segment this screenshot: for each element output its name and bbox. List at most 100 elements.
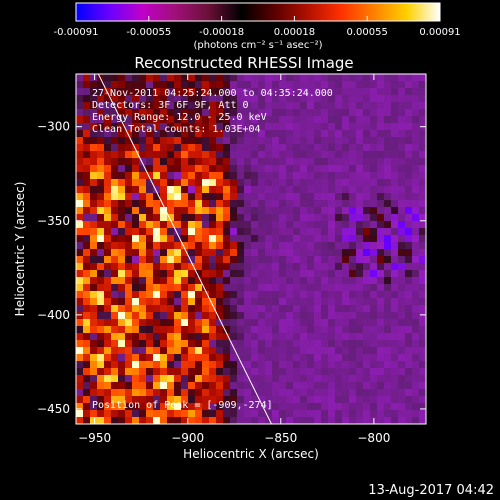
heatmap-cell — [286, 375, 294, 383]
heatmap-cell — [202, 165, 210, 173]
heatmap-cell — [181, 109, 189, 117]
heatmap-cell — [209, 74, 217, 82]
heatmap-cell — [181, 263, 189, 271]
heatmap-cell — [272, 312, 280, 320]
heatmap-cell — [419, 137, 426, 145]
heatmap-cell — [377, 193, 385, 201]
heatmap-cell — [398, 284, 406, 292]
heatmap-cell — [244, 305, 252, 313]
heatmap-cell — [90, 151, 98, 159]
heatmap-cell — [328, 396, 336, 404]
heatmap-cell — [195, 144, 203, 152]
heatmap-cell — [139, 165, 147, 173]
heatmap-cell — [174, 410, 182, 418]
heatmap-cell — [174, 235, 182, 243]
heatmap-cell — [391, 305, 399, 313]
heatmap-cell — [230, 284, 238, 292]
heatmap-cell — [300, 305, 308, 313]
heatmap-cell — [405, 179, 413, 187]
heatmap-cell — [349, 151, 357, 159]
heatmap-cell — [202, 207, 210, 215]
heatmap-cell — [97, 291, 105, 299]
heatmap-cell — [132, 102, 140, 110]
heatmap-cell — [125, 130, 133, 138]
heatmap-cell — [307, 144, 315, 152]
heatmap-cell — [230, 403, 238, 411]
heatmap-cell — [272, 221, 280, 229]
heatmap-cell — [202, 305, 210, 313]
heatmap-cell — [384, 200, 392, 208]
heatmap-cell — [321, 417, 329, 424]
heatmap-cell — [244, 375, 252, 383]
heatmap-cell — [342, 179, 350, 187]
heatmap-cell — [398, 144, 406, 152]
heatmap-cell — [244, 410, 252, 418]
heatmap-cell — [384, 396, 392, 404]
heatmap-cell — [356, 116, 364, 124]
heatmap-cell — [97, 137, 105, 145]
heatmap-cell — [258, 326, 266, 334]
heatmap-cell — [251, 151, 259, 159]
heatmap-cell — [209, 284, 217, 292]
heatmap-cell — [356, 165, 364, 173]
heatmap-cell — [293, 298, 301, 306]
heatmap-cell — [328, 403, 336, 411]
heatmap-cell — [307, 256, 315, 264]
heatmap-cell — [412, 235, 420, 243]
heatmap-cell — [104, 270, 112, 278]
heatmap-cell — [342, 417, 350, 424]
heatmap-cell — [314, 368, 322, 376]
heatmap-cell — [405, 263, 413, 271]
heatmap-cell — [83, 109, 91, 117]
heatmap-cell — [104, 109, 112, 117]
heatmap-cell — [76, 130, 84, 138]
heatmap-cell — [209, 235, 217, 243]
heatmap-cell — [335, 354, 343, 362]
heatmap-cell — [97, 417, 105, 424]
heatmap-cell — [118, 81, 126, 89]
heatmap-cell — [398, 410, 406, 418]
heatmap-cell — [118, 179, 126, 187]
heatmap-cell — [349, 249, 357, 257]
heatmap-cell — [258, 116, 266, 124]
heatmap-cell — [356, 340, 364, 348]
heatmap-cell — [335, 284, 343, 292]
heatmap-cell — [314, 263, 322, 271]
heatmap-cell — [118, 347, 126, 355]
heatmap-cell — [244, 193, 252, 201]
heatmap-cell — [349, 74, 357, 82]
heatmap-cell — [125, 81, 133, 89]
heatmap-cell — [293, 130, 301, 138]
heatmap-cell — [251, 389, 259, 397]
heatmap-cell — [349, 284, 357, 292]
heatmap-cell — [209, 417, 217, 424]
heatmap-cell — [342, 375, 350, 383]
heatmap-cell — [419, 291, 426, 299]
heatmap-cell — [405, 340, 413, 348]
heatmap-cell — [419, 396, 426, 404]
colorbar-tick-label: -0.00055 — [126, 27, 171, 38]
heatmap-cell — [377, 214, 385, 222]
heatmap-cell — [419, 277, 426, 285]
heatmap-cell — [118, 263, 126, 271]
heatmap-cell — [237, 256, 245, 264]
heatmap-cell — [160, 81, 168, 89]
heatmap-cell — [230, 319, 238, 327]
heatmap-cell — [104, 214, 112, 222]
heatmap-cell — [405, 214, 413, 222]
heatmap-cell — [132, 417, 140, 424]
heatmap-cell — [363, 137, 371, 145]
heatmap-cell — [244, 186, 252, 194]
heatmap-cell — [167, 396, 175, 404]
heatmap-cell — [125, 214, 133, 222]
heatmap-cell — [146, 291, 154, 299]
heatmap-cell — [223, 417, 231, 424]
heatmap-cell — [363, 354, 371, 362]
heatmap-cell — [419, 109, 426, 117]
heatmap-cell — [363, 396, 371, 404]
heatmap-cell — [174, 137, 182, 145]
heatmap-cell — [202, 109, 210, 117]
heatmap-cell — [244, 368, 252, 376]
heatmap-cell — [104, 81, 112, 89]
heatmap-cell — [209, 158, 217, 166]
